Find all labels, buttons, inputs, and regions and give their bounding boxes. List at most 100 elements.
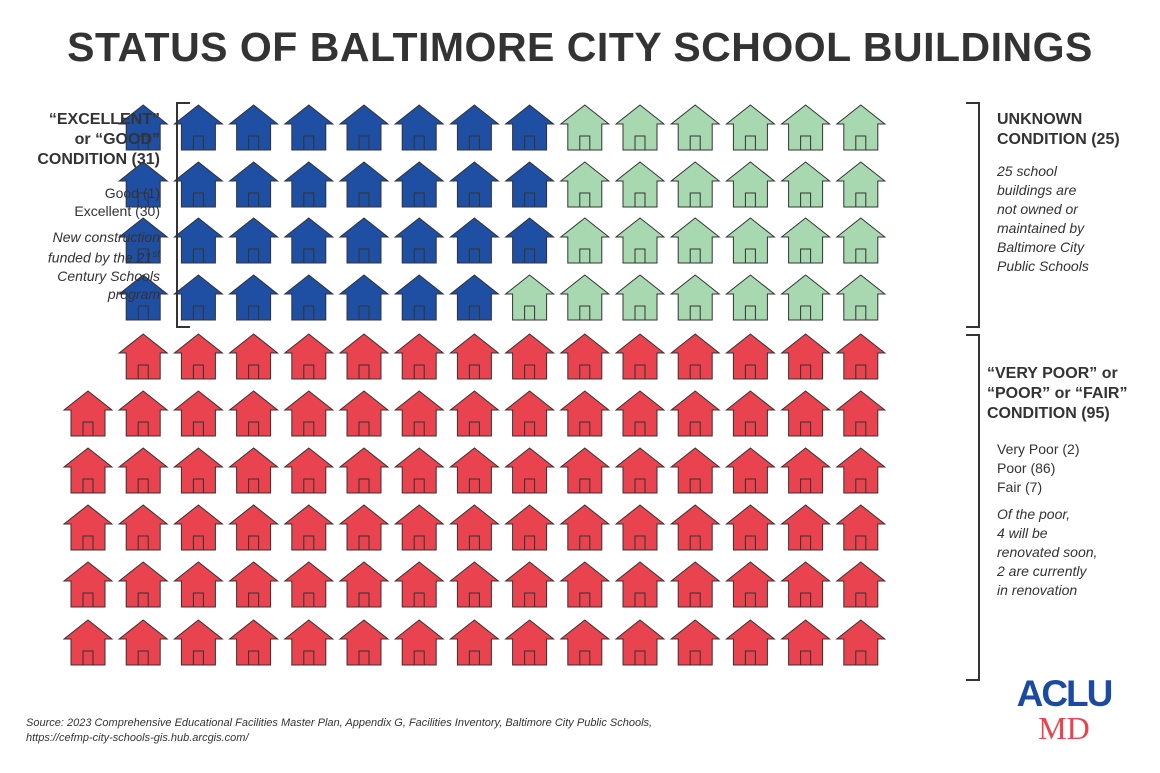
house-unknown [835,274,887,321]
house-poor [448,447,500,494]
house-poor [228,619,280,666]
unknown-bracket [966,102,980,328]
good-note-line: New construction [52,229,160,245]
house-poor [172,561,224,608]
house-poor [172,333,224,380]
house-unknown [559,217,611,264]
house-poor [117,447,169,494]
house-poor [448,333,500,380]
house-poor [393,561,445,608]
house-good [117,274,169,321]
house-poor [62,504,114,551]
house-good [448,217,500,264]
house-good [504,161,556,208]
house-unknown [780,274,832,321]
house-good [393,161,445,208]
good-heading-line: CONDITION (31) [37,151,160,168]
house-poor [669,333,721,380]
house-poor [283,619,335,666]
house-poor [724,561,776,608]
house-poor [559,447,611,494]
house-poor [780,333,832,380]
house-poor [228,561,280,608]
house-poor [835,504,887,551]
unknown-note-line: maintained by [997,220,1085,236]
poor-note-line: 2 are currently [997,563,1087,579]
house-good [393,274,445,321]
chart-title: STATUS OF BALTIMORE CITY SCHOOL BUILDING… [67,24,1093,70]
poor-breakdown-item: Very Poor (2) [997,441,1080,457]
house-poor [669,561,721,608]
house-poor [172,504,224,551]
house-good [228,104,280,151]
unknown-heading-line: UNKNOWN [997,111,1083,128]
house-unknown [559,161,611,208]
house-poor [338,619,390,666]
house-poor [559,390,611,437]
unknown-note-line: 25 school [997,163,1057,179]
poor-breakdown: Very Poor (2) Poor (86) Fair (7) [987,440,1157,497]
good-breakdown-item: Excellent (30) [74,203,160,219]
house-poor [835,619,887,666]
house-poor [117,333,169,380]
unknown-heading-line: CONDITION (25) [997,131,1120,148]
house-good [117,217,169,264]
unknown-note: 25 school buildings are not owned or mai… [997,162,1157,276]
house-good [172,274,224,321]
house-poor [614,561,666,608]
house-poor [283,561,335,608]
poor-note-line: 4 will be [997,525,1048,541]
house-poor [835,447,887,494]
source-note: Source: 2023 Comprehensive Educational F… [26,716,786,746]
source-line: https://cefmp-city-schools-gis.hub.arcgi… [26,732,249,744]
good-note-line: funded by the 21st [0,246,160,267]
house-poor [724,333,776,380]
house-good [448,161,500,208]
house-poor [780,561,832,608]
poor-bracket [966,334,980,681]
house-poor [393,504,445,551]
poor-heading-line: “POOR” or “FAIR” [987,385,1128,402]
house-poor [338,390,390,437]
poor-heading-line: “VERY POOR” or [987,365,1118,382]
unknown-note-line: Baltimore City [997,239,1085,255]
house-unknown [559,104,611,151]
house-unknown [504,274,556,321]
house-poor [448,504,500,551]
house-good [283,161,335,208]
house-unknown [614,274,666,321]
house-good [117,104,169,151]
house-poor [504,561,556,608]
house-poor [559,333,611,380]
poor-heading: “VERY POOR” or “POOR” or “FAIR” CONDITIO… [987,364,1157,424]
house-unknown [724,274,776,321]
poor-note-line: in renovation [997,582,1078,598]
house-good [228,217,280,264]
house-poor [669,447,721,494]
unknown-heading: UNKNOWN CONDITION (25) [997,110,1157,150]
logo-aclu-text: ACLU [1016,673,1114,714]
house-poor [669,504,721,551]
house-poor [393,447,445,494]
good-note-superscript: st [152,249,160,260]
aclu-md-logo: ACLU MD [1010,673,1118,744]
house-poor [228,504,280,551]
house-poor [228,390,280,437]
poor-note-line: Of the poor, [997,506,1071,522]
source-line: Source: 2023 Comprehensive Educational F… [26,717,653,729]
good-heading-line: “EXCELLENT” [48,111,160,128]
house-poor [117,619,169,666]
house-good [172,161,224,208]
house-good [172,217,224,264]
house-unknown [724,217,776,264]
house-poor [228,447,280,494]
house-poor [283,447,335,494]
house-good [283,104,335,151]
good-bracket [176,102,190,328]
house-poor [62,619,114,666]
house-unknown [835,217,887,264]
house-poor [835,390,887,437]
house-poor [614,333,666,380]
poor-label: “VERY POOR” or “POOR” or “FAIR” CONDITIO… [987,364,1157,600]
house-unknown [835,104,887,151]
